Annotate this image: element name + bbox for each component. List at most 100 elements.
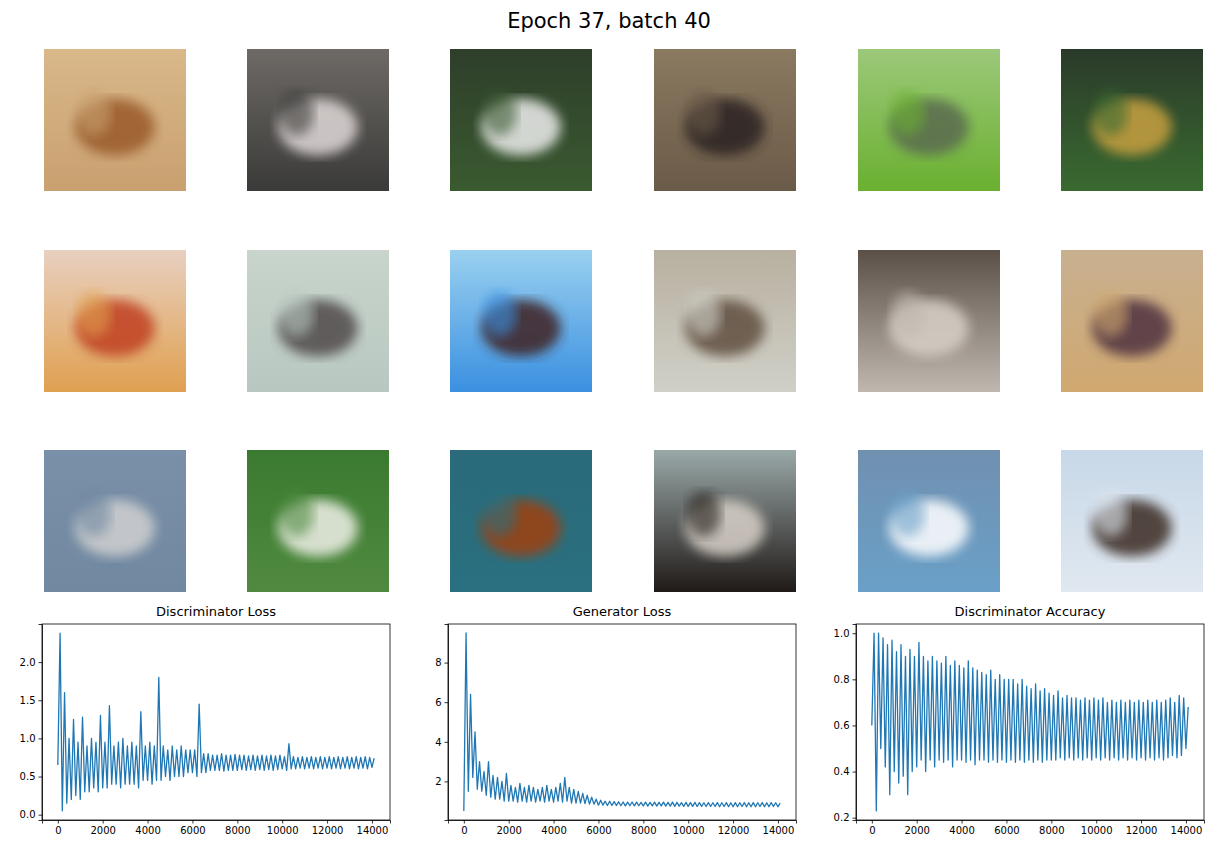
chart: 020004000600080001000012000140000.00.51.…	[20, 604, 391, 836]
y-tick: 6	[435, 697, 448, 708]
x-tick-mark	[1141, 820, 1142, 824]
y-tick: 2	[435, 776, 448, 787]
x-tick-mark	[1186, 820, 1187, 824]
x-tick-mark	[148, 820, 149, 824]
x-tick-label: 2000	[496, 825, 521, 836]
x-tick: 4000	[949, 820, 974, 836]
x-tick-label: 10000	[1081, 825, 1113, 836]
x-tick-mark	[327, 820, 328, 824]
image-background	[654, 49, 796, 191]
y-tick-label: 1.0	[834, 628, 850, 639]
y-tick: 4	[435, 736, 448, 747]
y-tick-mark	[853, 772, 857, 773]
image-blob	[77, 90, 111, 135]
generated-image	[858, 49, 1000, 191]
y-tick-label: 2	[435, 776, 441, 787]
image-blob	[483, 491, 517, 536]
x-tick: 10000	[267, 820, 299, 836]
x-tick-label: 12000	[312, 825, 344, 836]
y-tick-mark	[39, 700, 43, 701]
y-tick-label: 4	[435, 736, 441, 747]
x-tick: 0	[461, 820, 467, 836]
plot-frame	[448, 624, 796, 820]
x-axis: 02000400060008000100001200014000	[857, 820, 1205, 836]
x-tick: 8000	[225, 820, 250, 836]
generated-image	[247, 450, 389, 592]
chart-title: Generator Loss	[573, 604, 672, 619]
x-tick-label: 8000	[225, 825, 250, 836]
y-tick-label: 0.8	[834, 674, 850, 685]
image-blob	[891, 90, 925, 135]
x-axis: 02000400060008000100001200014000	[43, 820, 391, 836]
y-tick: 0.5	[20, 771, 42, 782]
generated-image	[1061, 450, 1203, 592]
x-tick-label: 12000	[718, 825, 750, 836]
y-tick-label: 0.2	[834, 812, 850, 823]
series-line	[872, 633, 1188, 811]
image-blob	[687, 90, 721, 135]
y-tick: 8	[435, 657, 448, 668]
plot-area	[872, 633, 1188, 811]
plot-area	[58, 633, 374, 811]
y-tick: 0.6	[834, 720, 856, 731]
image-blob	[77, 291, 111, 336]
x-tick-label: 4000	[949, 825, 974, 836]
generated-image	[654, 49, 796, 191]
y-tick-label: 2.0	[20, 657, 36, 668]
x-tick-mark	[962, 820, 963, 824]
x-tick-mark	[1051, 820, 1052, 824]
generated-image	[858, 250, 1000, 392]
y-tick: 0.0	[20, 809, 42, 820]
x-tick-mark	[464, 820, 465, 824]
x-tick-label: 6000	[994, 825, 1019, 836]
y-tick-label: 1.0	[20, 733, 36, 744]
y-tick-mark	[445, 663, 449, 664]
y-tick-mark	[853, 725, 857, 726]
x-tick-mark	[282, 820, 283, 824]
x-tick: 14000	[1171, 820, 1203, 836]
y-tick-label: 0.6	[834, 720, 850, 731]
y-tick-mark	[445, 702, 449, 703]
generated-image	[247, 49, 389, 191]
image-background	[44, 450, 186, 592]
x-tick-mark	[733, 820, 734, 824]
x-tick-mark	[688, 820, 689, 824]
x-axis-line	[857, 821, 1205, 824]
y-tick-mark	[853, 679, 857, 680]
y-tick-label: 8	[435, 657, 441, 668]
image-background	[654, 250, 796, 392]
generated-image	[654, 450, 796, 592]
x-tick-label: 4000	[135, 825, 160, 836]
x-tick-mark	[103, 820, 104, 824]
x-tick: 4000	[541, 820, 566, 836]
x-tick: 0	[55, 820, 61, 836]
x-tick: 8000	[631, 820, 656, 836]
chart-title: Discriminator Loss	[156, 604, 276, 619]
x-tick: 6000	[994, 820, 1019, 836]
x-tick-label: 12000	[1126, 825, 1158, 836]
image-background	[858, 250, 1000, 392]
image-blob	[1094, 491, 1128, 536]
x-tick-label: 14000	[1171, 825, 1203, 836]
image-blob	[280, 291, 314, 336]
generated-image	[450, 450, 592, 592]
x-tick-mark	[372, 820, 373, 824]
generated-image	[654, 250, 796, 392]
x-tick-mark	[917, 820, 918, 824]
generated-image	[44, 450, 186, 592]
chart-title: Discriminator Accuracy	[955, 604, 1106, 619]
image-background	[654, 450, 796, 592]
suptitle: Epoch 37, batch 40	[507, 9, 711, 33]
x-tick-mark	[778, 820, 779, 824]
y-tick-label: 6	[435, 697, 441, 708]
x-tick-mark	[643, 820, 644, 824]
y-tick: 0.4	[834, 766, 856, 777]
generated-image	[44, 250, 186, 392]
y-axis: 2 4 6 8	[435, 625, 448, 821]
x-tick-label: 0	[461, 825, 467, 836]
x-tick-label: 10000	[267, 825, 299, 836]
generated-image	[247, 250, 389, 392]
image-background	[44, 49, 186, 191]
x-tick: 12000	[1126, 820, 1158, 836]
x-tick-label: 6000	[586, 825, 611, 836]
